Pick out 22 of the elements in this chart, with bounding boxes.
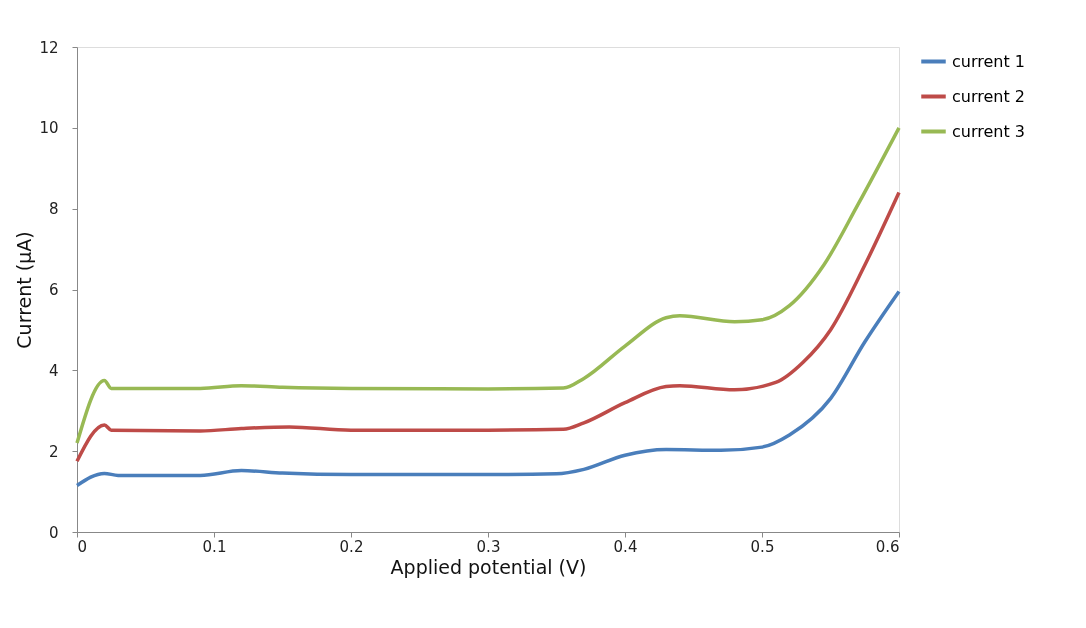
legend-label: current 2	[952, 86, 1025, 106]
x-tick-label: 0.4	[613, 537, 638, 556]
y-tick-label: 6	[48, 281, 59, 299]
x-tick-label: 0.5	[750, 537, 775, 556]
x-tick-label: 0.3	[476, 537, 501, 556]
y-tick-label: 2	[48, 442, 59, 461]
line-series	[75, 126, 901, 445]
x-tick-label: 0.6	[875, 537, 900, 556]
legend-label: current 1	[952, 51, 1025, 71]
y-tick-label: 0	[48, 523, 59, 542]
y-tick-label: 10	[39, 119, 59, 138]
x-tick-label: 0	[77, 537, 88, 556]
x-tick-label: 0.2	[339, 537, 364, 556]
line-series	[75, 289, 901, 488]
line-series	[75, 190, 901, 464]
y-tick-label: 12	[39, 38, 59, 57]
y-tick-label: 8	[48, 200, 59, 219]
legend-label: current 3	[952, 121, 1025, 141]
y-axis-title: Current (µA)	[13, 231, 36, 349]
x-tick-label: 0.1	[202, 537, 227, 556]
x-axis-title: Applied potential (V)	[390, 555, 587, 578]
y-tick-label: 4	[48, 361, 59, 380]
